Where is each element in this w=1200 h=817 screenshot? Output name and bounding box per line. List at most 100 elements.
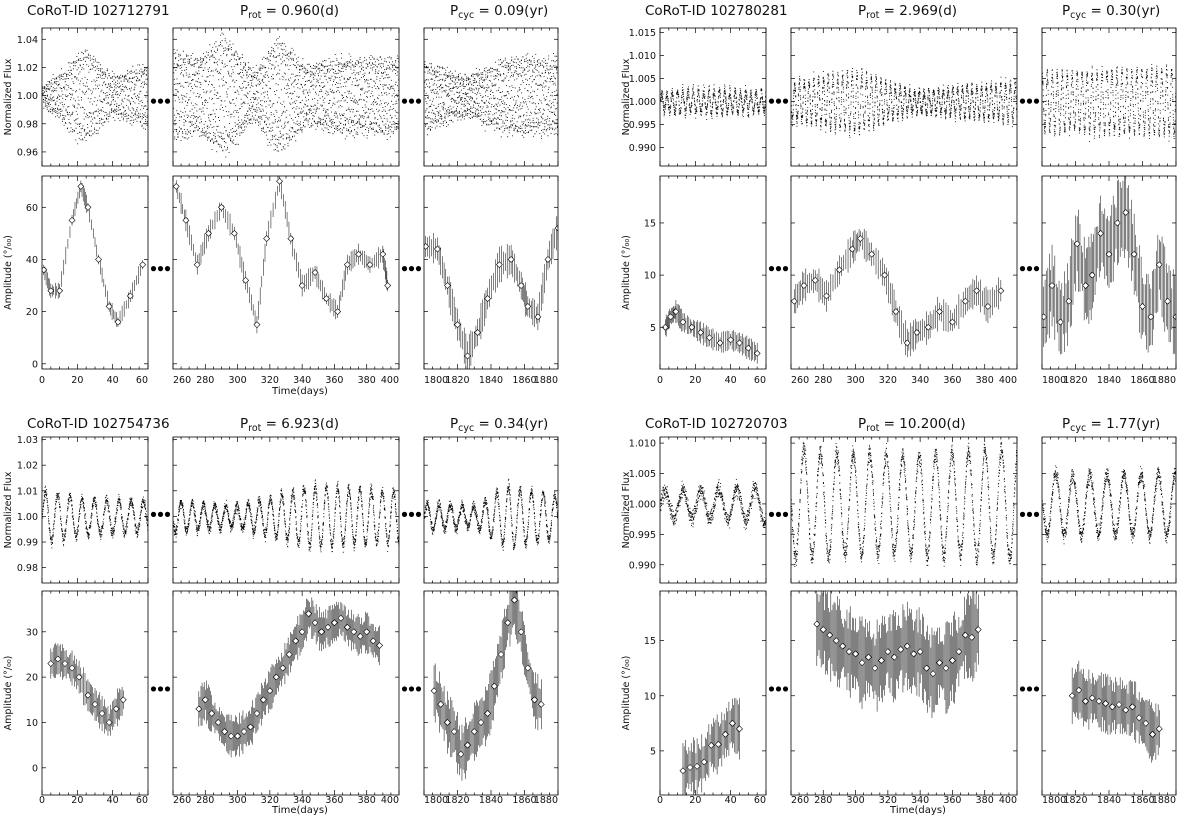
xtick-label: 340 [293,795,311,806]
flux-ytick-label: 1.03 [17,435,38,446]
amplitude-point [1102,700,1110,707]
flux-ytick-label: 1.000 [629,499,656,510]
amplitude-point [484,295,492,303]
flux-scatter [1042,465,1176,545]
flux-scatter [424,478,558,551]
amplitude-point [126,292,134,300]
amplitude-point [929,670,937,678]
xtick-label: 1840 [479,795,503,806]
amplitude-point [984,302,992,310]
amplitude-point [679,318,687,326]
flux-scatter [173,32,399,158]
amp-ytick-label: 20 [26,307,38,318]
amplitude-point [1142,719,1150,727]
flux-ytick-label: 1.010 [629,51,656,62]
flux-axes [1041,27,1177,167]
amplitude-point [881,271,889,279]
amplitude-axes [790,175,1018,370]
amplitude-point [714,740,722,748]
flux-ytick-label: 1.00 [17,512,38,523]
flux-points [424,478,558,551]
flux-points [173,32,399,158]
amplitude-point [890,653,898,661]
xtick-label: 320 [879,795,897,806]
amplitude-point [266,687,274,695]
amplitude-point [706,334,713,342]
xtick-label: 1820 [445,375,469,386]
xtick-label: 1840 [1097,795,1121,806]
xtick-label: 0 [39,795,45,806]
amplitude-point [517,628,525,636]
amplitude-point [343,623,351,631]
xtick-label: 360 [943,795,961,806]
amplitude-point [47,660,55,667]
amplitude-point [924,323,932,331]
flux-ytick-label: 1.005 [629,469,656,480]
amplitude-point [75,673,83,681]
amp-ytick-label: 0 [32,763,38,774]
amp-ytick-label: 5 [650,323,656,334]
xtick-label: 320 [261,795,279,806]
amplitude-point [311,619,319,627]
amplitude-point [298,628,306,636]
amplitude-point [105,302,113,310]
amplitude-point [355,250,363,258]
break-ellipsis [1019,266,1040,272]
amplitude-point [287,235,295,243]
amp-ytick-label: 10 [644,691,656,702]
amplitude-point [1149,730,1156,738]
amplitude-point [1068,692,1076,700]
panel-4: CoRoT-ID 102720703 Prot = 10.200(d) Pcyc =… [621,416,1177,816]
amplitude-point [379,250,387,258]
amplitude-point [877,657,885,664]
amplitude-point [836,266,843,274]
amp-ytick-label: 40 [26,255,38,266]
amplitude-point [1172,313,1176,321]
amplitude-point [721,730,729,738]
amplitude-point [195,705,203,713]
amplitude-point [279,664,287,672]
amplitude-point [112,705,120,713]
pcyc-label: Pcyc = 0.09(yr) [450,3,548,21]
xtick-label: 0 [39,375,45,386]
amplitude-point [949,318,956,326]
break-ellipsis [150,686,171,692]
amplitude-series [173,176,392,334]
amplitude-point [47,287,55,295]
amplitude-point [1108,703,1116,711]
amplitude-point [218,203,225,211]
pcyc-label: Pcyc = 1.77(yr) [1062,416,1160,434]
amplitude-point [84,203,92,211]
amplitude-point [832,637,840,645]
amplitude-point [305,610,313,618]
amplitude-series [1042,176,1176,356]
amplitude-point [1164,297,1172,305]
segment-2: 260 280 300 320 340 360 380 400 [172,27,400,386]
flux-scatter [1042,64,1176,142]
amplitude-point [437,700,445,708]
amplitude-point [105,719,113,726]
prot-label: Prot = 0.960(d) [240,3,339,21]
amplitude-point [1122,706,1130,714]
amplitude-point [903,642,911,650]
amplitude-point [517,282,525,289]
xtick-label: 380 [976,795,994,806]
amplitude-series [430,591,545,781]
xtick-label: 300 [847,375,865,386]
flux-axes [423,436,559,584]
segment-1: 0 20 40 60 [39,27,149,386]
flux-axes [172,436,400,584]
xtick-label: 340 [293,375,311,386]
amp-ytick-label: 0 [32,359,38,370]
amplitude-point [343,261,351,269]
amplitude-ylabel: Amplitude (°/₀₀) [3,656,14,731]
amplitude-point [240,728,248,735]
amplitude-point [98,709,106,717]
xtick-label: 1880 [1152,375,1176,386]
xtick-label: 400 [381,375,399,386]
amplitude-point [234,732,241,740]
amplitude-point [1095,697,1103,705]
flux-ytick-label: 0.995 [629,120,656,131]
amplitude-point [892,308,900,316]
xtick-label: 260 [173,375,191,386]
